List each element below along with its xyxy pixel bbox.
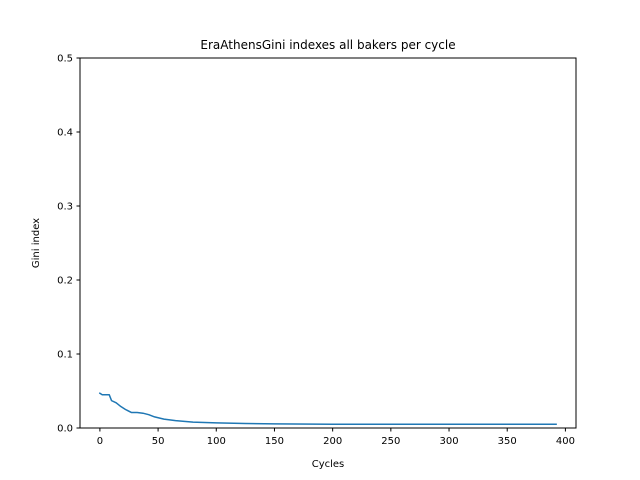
x-tick-label: 250 [381,436,400,447]
y-tick-label: 0.5 [57,54,73,65]
plot-frame [79,57,577,429]
y-tick-label: 0.4 [57,128,73,139]
x-tick-label: 150 [265,436,284,447]
series-group [98,392,557,426]
x-tick-label: 100 [207,436,226,447]
series-line [98,392,557,426]
x-tick-label: 350 [498,436,517,447]
x-axis-label: Cycles [312,459,345,470]
x-tick-label: 0 [97,436,103,447]
y-tick-label: 0.1 [57,350,73,361]
y-axis-label: Gini index [31,218,42,268]
x-tick-label: 300 [439,436,458,447]
x-axis-ticks: 0 50 100 150 200 250 300 350 400 [97,428,575,447]
x-tick-label: 50 [152,436,165,447]
x-tick-label: 400 [556,436,575,447]
x-tick-label: 200 [323,436,342,447]
y-axis-ticks: 0.0 0.1 0.2 0.3 0.4 0.5 [57,54,80,435]
y-tick-label: 0.0 [57,424,73,435]
chart-title: EraAthensGini indexes all bakers per cyc… [200,38,455,52]
y-tick-label: 0.3 [57,202,73,213]
y-tick-label: 0.2 [57,276,73,287]
